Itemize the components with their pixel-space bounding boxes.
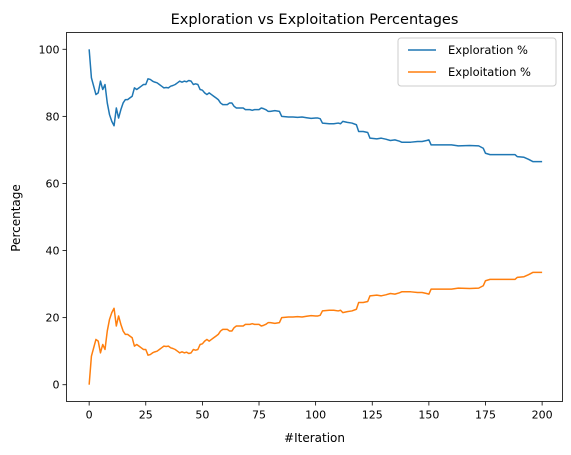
plot-frame bbox=[66, 32, 563, 402]
y-tick-label: 20 bbox=[46, 312, 60, 325]
legend-label: Exploration % bbox=[448, 43, 528, 57]
y-tick-label: 0 bbox=[53, 379, 60, 392]
x-tick-label: 50 bbox=[195, 409, 209, 422]
x-tick-label: 75 bbox=[252, 409, 266, 422]
x-tick-label: 25 bbox=[139, 409, 153, 422]
legend: Exploration % Exploitation % bbox=[397, 37, 557, 87]
x-tick-label: 0 bbox=[86, 409, 93, 422]
legend-label: Exploitation % bbox=[448, 65, 531, 79]
legend-box bbox=[397, 37, 557, 87]
series-group bbox=[88, 49, 543, 385]
x-axis-label: #Iteration bbox=[284, 431, 345, 445]
x-tick-label: 175 bbox=[475, 409, 496, 422]
y-tick-label: 80 bbox=[46, 110, 60, 123]
y-tick-label: 40 bbox=[46, 245, 60, 258]
y-axis-label: Percentage bbox=[9, 184, 23, 252]
y-tick-label: 100 bbox=[39, 43, 60, 56]
x-tick-label: 100 bbox=[305, 409, 326, 422]
x-tick-label: 200 bbox=[532, 409, 553, 422]
y-tick-label: 60 bbox=[46, 177, 60, 190]
series-line-exploration bbox=[88, 49, 543, 163]
series-line-exploitation bbox=[88, 271, 543, 385]
axis-ticks: 0 25 50 75 100 125 150 175 200 0 20 40 60 80 100 bbox=[39, 43, 553, 421]
chart-title: Exploration vs Exploitation Percentages bbox=[171, 12, 459, 28]
x-tick-label: 150 bbox=[418, 409, 439, 422]
x-tick-label: 125 bbox=[362, 409, 383, 422]
